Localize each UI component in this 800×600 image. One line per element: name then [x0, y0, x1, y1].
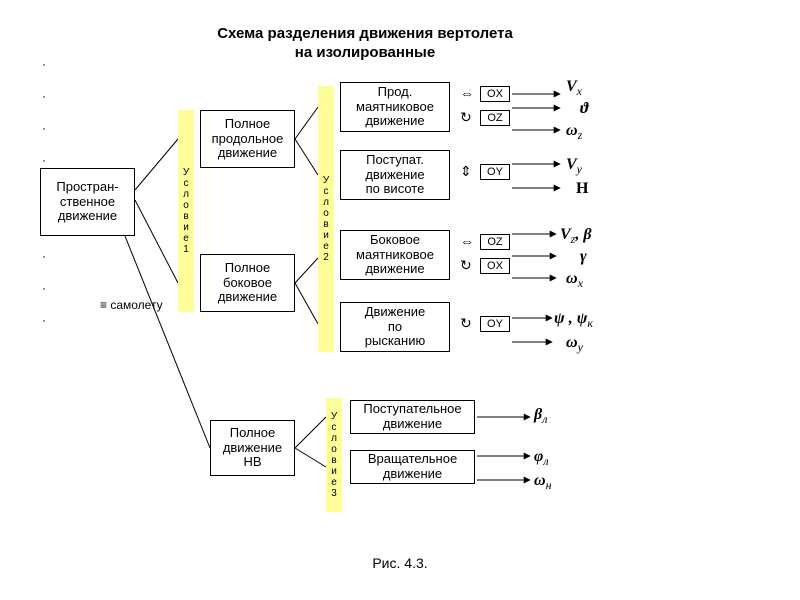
output-3: Vy	[566, 156, 582, 177]
node-bm: Боковоемаятниковоедвижение	[340, 230, 450, 280]
node-long: Полноепродольноедвижение	[200, 110, 295, 168]
node-root: Простран-ственноедвижение	[40, 168, 135, 236]
axis-box-ox1: OX	[480, 86, 510, 102]
node-lat: Полноебоковоедвижение	[200, 254, 295, 312]
axis-arrow-oz2: ⇔	[460, 233, 474, 249]
output-6: γ	[580, 248, 587, 266]
axis-arrow-oy2: ↻	[460, 315, 472, 332]
title-line2: на изолированные	[165, 44, 565, 61]
axis-arrow-ox1: ⇔	[460, 85, 474, 101]
cond-bar-c3: Условие 3	[326, 398, 342, 512]
node-trp: Поступательноедвижение	[350, 400, 475, 434]
node-nv: ПолноедвижениеНВ	[210, 420, 295, 476]
output-9: ωy	[566, 334, 583, 355]
node-rot: Вращательноедвижение	[350, 450, 475, 484]
airplane-note: ≡ самолету	[100, 298, 163, 312]
output-12: ωн	[534, 472, 552, 493]
node-yaw: Движениепорысканию	[340, 302, 450, 352]
output-8: ψ , ψк	[554, 310, 593, 331]
figure-caption: Рис. 4.3.	[300, 555, 500, 571]
cond-bar-c2: Условие 2	[318, 86, 334, 352]
axis-box-oz2: OZ	[480, 234, 510, 250]
axis-arrow-oz1: ↻	[460, 109, 472, 126]
output-2: ωz	[566, 122, 582, 143]
node-pm: Прод.маятниковоедвижение	[340, 82, 450, 132]
axis-box-ox2: OX	[480, 258, 510, 274]
cond-bar-c1: Условие 1	[178, 110, 194, 312]
axis-box-oy1: OY	[480, 164, 510, 180]
axis-arrow-ox2: ↻	[460, 257, 472, 274]
output-7: ωx	[566, 270, 583, 291]
output-4: H	[576, 180, 588, 198]
output-11: φл	[534, 448, 549, 469]
axis-arrow-oy1: ⇕	[460, 163, 472, 180]
axis-box-oy2: OY	[480, 316, 510, 332]
output-1: ϑ	[580, 100, 588, 118]
title-line1: Схема разделения движения вертолета	[165, 25, 565, 42]
node-ph: Поступат.движениепо висоте	[340, 150, 450, 200]
output-10: βл	[534, 406, 547, 427]
axis-box-oz1: OZ	[480, 110, 510, 126]
output-0: Vx	[566, 78, 582, 99]
output-5: Vz, β	[560, 226, 592, 247]
